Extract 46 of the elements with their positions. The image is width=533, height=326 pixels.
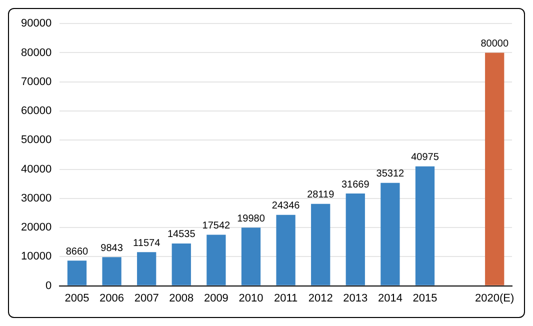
bar <box>67 260 87 286</box>
x-tick-label: 2010 <box>238 292 264 304</box>
x-tick-label: 2007 <box>134 292 159 304</box>
x-tick-label: 2011 <box>274 292 298 304</box>
bar <box>206 234 226 286</box>
x-tick-label: 2014 <box>378 292 402 304</box>
x-tick-label: 2006 <box>100 292 124 304</box>
data-label: 24346 <box>272 200 300 212</box>
y-tick-label: 90000 <box>20 18 52 30</box>
bar <box>102 257 122 286</box>
y-tick-label: 10000 <box>20 250 52 263</box>
data-label: 28119 <box>307 190 335 201</box>
x-tick-label: 2012 <box>308 292 333 304</box>
bar <box>415 166 435 286</box>
bar <box>311 204 330 286</box>
data-label: 14535 <box>167 229 196 240</box>
y-tick-label: 40000 <box>20 163 52 176</box>
bar <box>380 182 400 286</box>
y-tick-label: 30000 <box>20 192 52 204</box>
y-tick-label: 60000 <box>20 105 52 118</box>
bar <box>276 214 296 286</box>
y-tick-label: 50000 <box>20 134 52 146</box>
y-tick-label: 80000 <box>20 46 52 59</box>
data-label: 31669 <box>341 179 370 190</box>
x-tick-label: 2020(E) <box>475 292 514 304</box>
data-label: 17542 <box>202 220 231 232</box>
bar <box>241 228 261 286</box>
bar <box>485 52 504 286</box>
data-label: 8660 <box>66 246 89 258</box>
bar <box>172 243 191 286</box>
x-tick-label: 2013 <box>343 292 368 304</box>
x-tick-label: 2015 <box>412 292 438 304</box>
data-label: 35312 <box>376 168 405 180</box>
data-label: 40975 <box>411 152 440 164</box>
bar <box>346 194 365 286</box>
data-label: 9843 <box>100 242 124 254</box>
y-tick-label: 70000 <box>20 76 52 88</box>
x-tick-label: 2008 <box>169 292 194 304</box>
bar <box>137 252 156 286</box>
x-tick-label: 2005 <box>64 292 90 304</box>
x-tick-label: 2009 <box>204 292 228 304</box>
data-label: 19980 <box>237 213 266 224</box>
y-tick-label: 0 <box>45 280 52 292</box>
y-tick-label: 20000 <box>20 222 52 234</box>
data-label: 11574 <box>133 238 161 249</box>
data-label: 80000 <box>480 38 509 50</box>
